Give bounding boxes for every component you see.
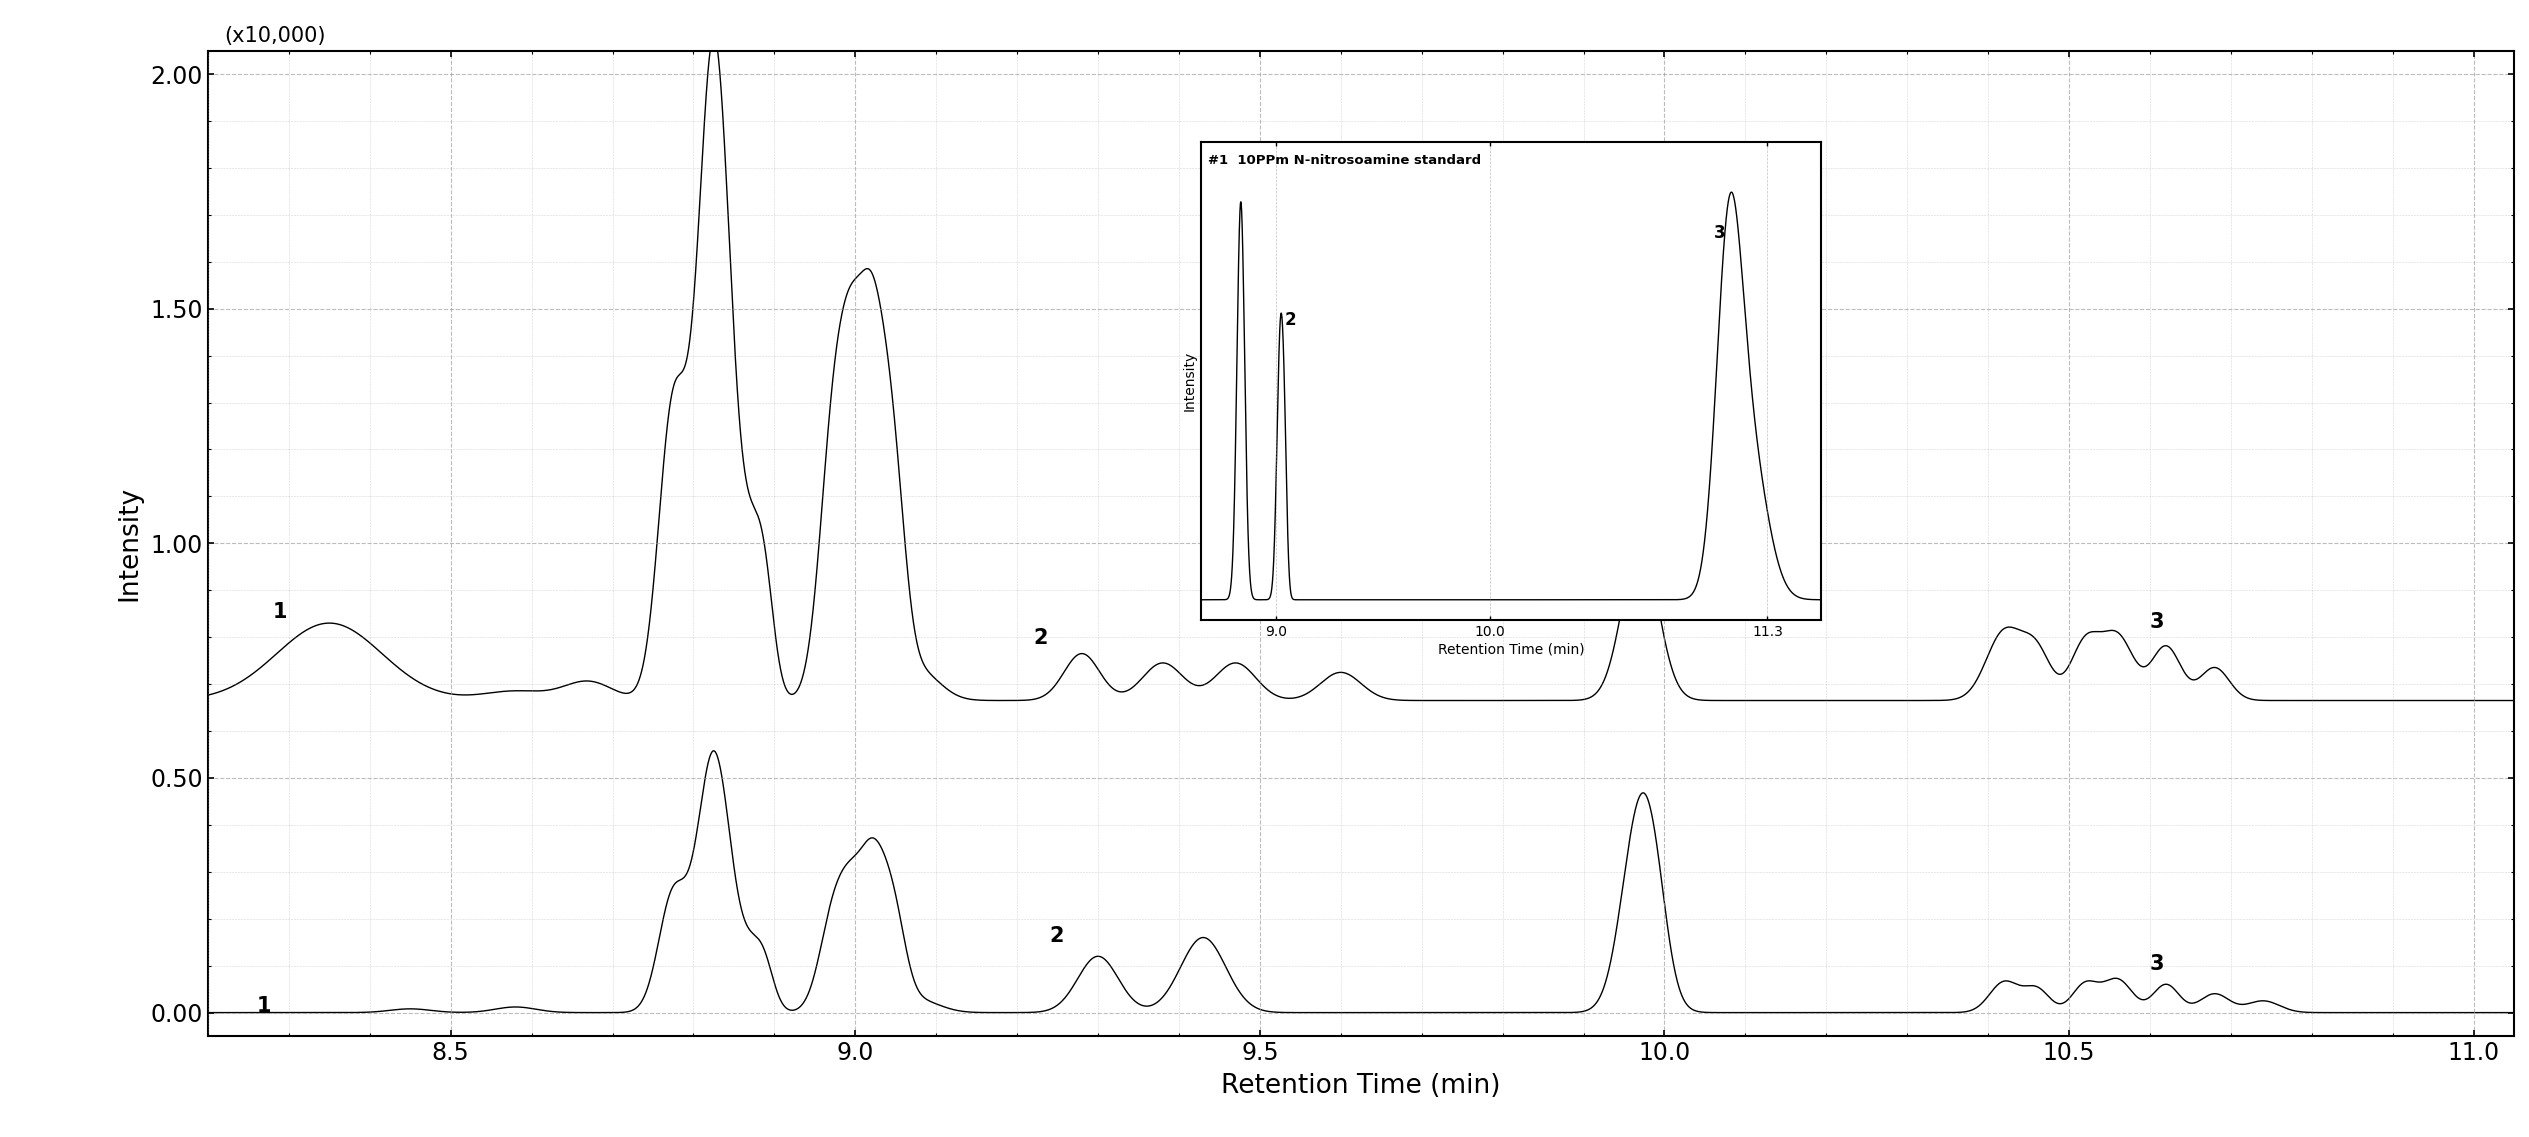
Text: 2: 2 <box>1285 312 1297 329</box>
X-axis label: Retention Time (min): Retention Time (min) <box>1222 1073 1500 1099</box>
Text: 1: 1 <box>255 996 271 1015</box>
Text: (x10,000): (x10,000) <box>225 26 326 45</box>
Text: #1  10PPm N-nitrosoamine standard: #1 10PPm N-nitrosoamine standard <box>1209 153 1482 167</box>
Y-axis label: Intensity: Intensity <box>116 485 142 600</box>
Text: 2: 2 <box>1050 927 1065 946</box>
Text: 3: 3 <box>2150 612 2165 632</box>
Text: 1: 1 <box>273 603 288 622</box>
Text: 2: 2 <box>1034 629 1047 648</box>
Text: 3: 3 <box>2150 954 2165 974</box>
X-axis label: Retention Time (min): Retention Time (min) <box>1439 642 1583 657</box>
Text: 3: 3 <box>1715 224 1725 241</box>
Y-axis label: Intensity: Intensity <box>1184 351 1196 410</box>
